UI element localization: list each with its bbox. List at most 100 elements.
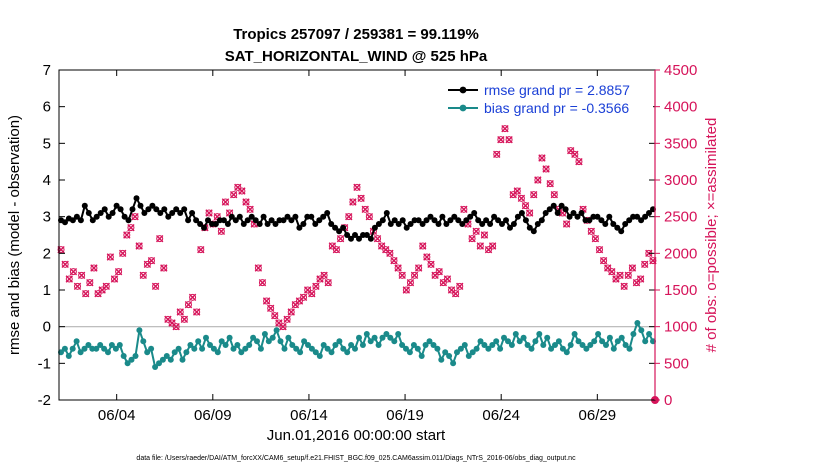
bias-series-point: [563, 349, 570, 356]
obs-possible-marker: [164, 315, 172, 323]
obs-possible-marker: [102, 282, 110, 290]
bias-series-point: [356, 334, 362, 341]
obs-possible-marker: [534, 176, 542, 184]
obs-assimilated-marker: [308, 289, 316, 298]
obs-count-marker: [275, 319, 283, 327]
obs-assimilated-marker: [262, 297, 271, 305]
rmse-series-point: [153, 206, 160, 213]
rmse-series-point: [503, 217, 509, 224]
y-right-tick-label: 1000: [664, 319, 697, 336]
obs-possible-marker: [324, 279, 332, 287]
rmse-series-point: [320, 213, 327, 220]
bias-series-point: [312, 349, 319, 356]
obs-count-marker: [497, 135, 505, 144]
rmse-series-point: [300, 221, 307, 227]
rmse-series-point: [189, 210, 196, 216]
obs-possible-marker: [411, 271, 419, 279]
obs-assimilated-marker: [77, 271, 86, 280]
obs-possible-marker: [205, 209, 213, 217]
obs-possible-marker: [337, 235, 345, 243]
obs-possible-marker: [608, 268, 616, 276]
obs-assimilated-marker: [497, 135, 505, 144]
obs-assimilated-marker: [538, 154, 546, 162]
bias-series-point: [97, 342, 104, 348]
obs-count-marker: [246, 205, 254, 214]
obs-count-marker: [123, 231, 131, 239]
bias-series-point: [454, 349, 460, 356]
obs-possible-marker: [505, 136, 513, 144]
rmse-series-point: [109, 210, 116, 216]
obs-assimilated-marker: [521, 201, 530, 210]
obs-possible-marker: [431, 271, 439, 279]
obs-possible-marker: [123, 231, 131, 239]
rmse-series-point: [169, 210, 176, 216]
obs-possible-marker: [365, 213, 373, 221]
rmse-series-point: [236, 213, 243, 220]
bias-series-point: [450, 360, 457, 367]
obs-count-marker: [172, 322, 180, 331]
obs-count-marker: [546, 179, 554, 188]
bias-series-point: [316, 353, 323, 359]
bias-series-point: [524, 342, 531, 348]
bias-series-point: [195, 338, 202, 345]
obs-possible-marker: [300, 293, 308, 301]
rmse-series-point: [574, 213, 581, 220]
rmse-series-point: [157, 210, 164, 216]
rmse-series-point: [340, 224, 347, 231]
x-tick-label: 06/29: [579, 407, 617, 424]
obs-count-marker: [456, 282, 464, 291]
rmse-series-point: [395, 221, 402, 227]
obs-possible-marker: [489, 242, 497, 250]
obs-possible-marker: [641, 260, 649, 268]
obs-count-marker: [324, 278, 332, 287]
obs-assimilated-marker: [530, 190, 538, 199]
obs-possible-marker: [82, 290, 90, 298]
obs-possible-marker: [221, 198, 229, 206]
y-right-tick-label: 3500: [664, 135, 697, 152]
bias-series-point: [230, 345, 237, 352]
rmse-series-point: [483, 217, 490, 224]
obs-assimilated-marker: [546, 179, 554, 188]
obs-possible-marker: [110, 275, 118, 283]
rmse-series-point: [69, 217, 76, 224]
bias-series-point: [579, 342, 586, 348]
rmse-series-point: [491, 213, 498, 220]
bias-series-point: [469, 349, 476, 356]
bias-series-point: [567, 342, 574, 348]
obs-possible-marker: [517, 194, 525, 202]
x-tick-label: 06/19: [386, 407, 424, 424]
obs-assimilated-marker: [320, 271, 328, 280]
rmse-series-point: [518, 210, 525, 216]
obs-possible-marker: [452, 290, 460, 298]
rmse-series-point: [363, 232, 370, 238]
rmse-series-point: [634, 213, 641, 220]
bias-series-point: [587, 342, 594, 348]
obs-count-marker: [131, 212, 139, 221]
bias-series-point: [61, 345, 68, 352]
legend-rmse-label: rmse grand pr = 2.8857: [484, 82, 630, 98]
rmse-series-point: [101, 206, 108, 213]
rmse-series-point: [538, 217, 545, 224]
rmse-series-point: [423, 217, 430, 224]
y-tick-label: 5: [43, 135, 51, 152]
obs-count-marker: [599, 256, 608, 265]
obs-possible-marker: [180, 315, 188, 323]
bias-series-point: [434, 345, 441, 352]
bias-series-point: [540, 342, 547, 348]
obs-possible-marker: [361, 205, 369, 213]
obs-assimilated-marker: [608, 267, 616, 276]
bias-series-point: [606, 334, 613, 341]
obs-possible-marker: [263, 297, 271, 305]
bias-series-point: [457, 345, 464, 352]
bias-series-point: [328, 349, 335, 356]
obs-count-marker: [562, 220, 571, 228]
obs-count-marker: [460, 205, 468, 214]
rmse-series-point: [224, 221, 231, 227]
bias-series-point: [207, 342, 213, 348]
bias-series-point: [426, 338, 433, 345]
obs-possible-marker: [217, 227, 225, 235]
obs-possible-marker: [316, 275, 324, 283]
rmse-series-point: [197, 221, 204, 227]
obs-possible-marker: [283, 315, 291, 323]
